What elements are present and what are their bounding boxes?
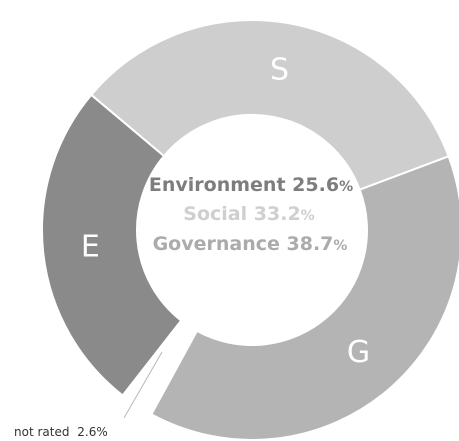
donut-segments xyxy=(41,19,459,441)
center-label-governance: Governance 38.7% xyxy=(153,233,348,255)
center-label-social: Social 33.2% xyxy=(183,203,314,225)
environment-value: 25.6 xyxy=(292,174,339,196)
social-name: Social xyxy=(183,203,247,225)
segment-governance xyxy=(149,155,459,441)
not-rated-name: not rated xyxy=(14,425,69,439)
segment-environment xyxy=(41,93,183,397)
social-value: 33.2 xyxy=(254,203,301,225)
segment-letter-governance: G xyxy=(347,335,370,370)
environment-name: Environment xyxy=(149,174,286,196)
environment-unit: % xyxy=(339,179,353,195)
not-rated-label: not rated 2.6% xyxy=(14,425,108,439)
segment-letter-social: S xyxy=(270,52,289,87)
center-label-environment: Environment 25.6% xyxy=(149,174,353,196)
segment-letter-environment: E xyxy=(81,229,100,264)
not-rated-value: 2.6% xyxy=(77,425,108,439)
not-rated-leader-line xyxy=(123,351,163,419)
segment-social xyxy=(89,19,450,191)
segment-not-rated xyxy=(121,319,199,416)
governance-unit: % xyxy=(333,238,347,254)
social-unit: % xyxy=(301,208,315,224)
governance-value: 38.7 xyxy=(287,233,334,255)
governance-name: Governance xyxy=(153,233,280,255)
segment-letters: E S G xyxy=(81,52,370,370)
